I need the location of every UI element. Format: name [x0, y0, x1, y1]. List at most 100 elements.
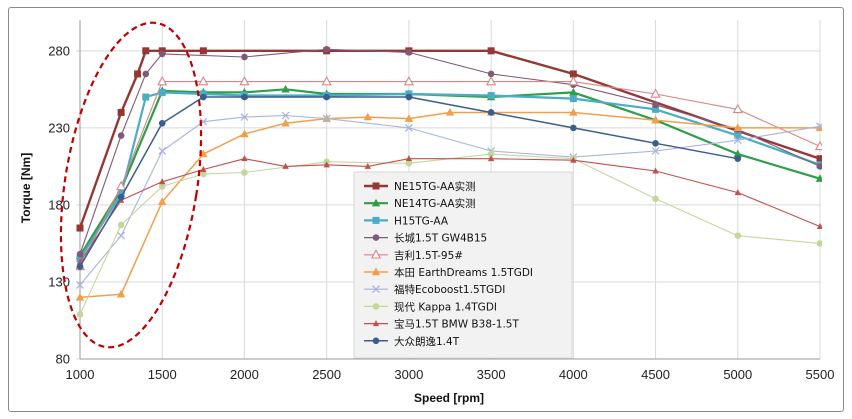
data-point — [404, 114, 414, 122]
data-point — [816, 163, 822, 170]
x-tick-label: 2500 — [312, 367, 341, 382]
data-point — [159, 178, 166, 185]
legend-label: 吉利1.5T-95# — [394, 250, 463, 262]
legend-entry: 现代 Kappa 1.4TGDI — [364, 301, 497, 313]
legend-entry: 本田 EarthDreams 1.5TGDI — [364, 266, 533, 279]
data-point — [76, 263, 84, 270]
data-point — [816, 222, 822, 229]
data-point — [322, 114, 331, 123]
data-point — [239, 75, 250, 86]
data-point — [405, 49, 413, 56]
y-tick-label: 80 — [56, 352, 70, 367]
legend-entry: 大众朗逸1.4T — [364, 335, 460, 348]
legend-marker — [372, 234, 380, 241]
data-point — [200, 170, 207, 178]
data-point — [652, 139, 659, 147]
data-point — [568, 75, 579, 86]
legend-label: 宝马1.5T BMW B38-1.5T — [394, 318, 519, 331]
data-point — [815, 174, 822, 182]
data-point — [76, 224, 84, 232]
data-point — [76, 281, 84, 289]
data-point — [485, 75, 497, 86]
legend-label: 大众朗逸1.4T — [394, 335, 460, 348]
legend-label: 长城1.5T GW4B15 — [394, 233, 487, 245]
data-point — [142, 93, 150, 101]
data-point — [734, 155, 742, 162]
x-tick-label: 5000 — [723, 367, 752, 382]
legend-label: NE14TG-AA实测 — [394, 197, 476, 210]
data-point — [652, 195, 659, 203]
series-layer — [76, 45, 822, 318]
series-7 — [76, 150, 822, 318]
x-tick-label: 3500 — [477, 367, 506, 382]
data-point — [281, 118, 290, 127]
series-line — [78, 49, 821, 229]
data-point — [405, 160, 413, 167]
data-point — [650, 88, 661, 98]
data-point — [240, 129, 249, 138]
legend-marker — [372, 320, 380, 327]
data-point — [158, 119, 166, 127]
legend-entry: 长城1.5T GW4B15 — [364, 233, 487, 245]
x-tick-label: 3000 — [394, 367, 423, 382]
data-point — [734, 132, 742, 140]
legend-label: 本田 EarthDreams 1.5TGDI — [394, 266, 533, 279]
legend-box — [353, 171, 573, 359]
legend-marker — [372, 216, 380, 224]
legend-entry: 吉利1.5T-95# — [364, 249, 463, 262]
legend-label: NE15TG-AA实测 — [394, 180, 476, 193]
data-point — [652, 101, 659, 109]
x-tick-label: 5500 — [806, 367, 835, 382]
legend-marker — [372, 303, 380, 310]
data-point — [569, 95, 577, 103]
data-point — [651, 115, 660, 124]
data-point — [117, 108, 125, 116]
data-point — [282, 162, 289, 169]
data-point — [323, 161, 330, 168]
legend-label: 福特Ecoboost1.5TGDI — [394, 283, 505, 296]
series-line — [79, 158, 821, 263]
data-point — [158, 147, 167, 155]
data-point — [76, 292, 85, 301]
data-point — [117, 221, 125, 229]
data-point — [116, 289, 126, 298]
data-point — [487, 109, 495, 116]
data-point — [117, 193, 125, 201]
data-point — [240, 113, 249, 122]
data-point — [158, 88, 166, 96]
y-tick-label: 230 — [48, 120, 70, 135]
data-point — [76, 250, 84, 258]
x-tick-label: 1000 — [66, 367, 95, 382]
data-point — [157, 75, 168, 86]
x-tick-label: 4000 — [559, 367, 588, 382]
data-point — [734, 232, 742, 240]
data-point — [570, 156, 577, 163]
data-point — [134, 70, 142, 78]
legend-label: H15TG-AA — [394, 215, 449, 227]
x-tick-label: 2000 — [230, 367, 259, 382]
y-tick-label: 180 — [48, 197, 70, 212]
series-line — [79, 48, 821, 255]
data-point — [652, 105, 660, 113]
data-point — [734, 189, 741, 196]
series-9 — [76, 93, 742, 270]
y-tick-label: 280 — [48, 43, 70, 58]
data-point — [445, 107, 455, 116]
legend-entry: NE15TG-AA实测 — [364, 180, 476, 193]
legend-entry: 宝马1.5T BMW B38-1.5T — [364, 318, 519, 331]
x-tick-labels: 1000 1500 2000 2500 3000 3500 4000 4500 5000 5500 — [66, 367, 835, 382]
legend-entry: H15TG-AA — [364, 215, 449, 227]
data-point — [142, 47, 150, 55]
data-point — [76, 311, 84, 318]
data-point — [241, 93, 248, 101]
data-point — [569, 107, 578, 116]
data-point — [733, 123, 742, 132]
data-point — [816, 122, 822, 131]
data-point — [651, 147, 660, 155]
data-point — [487, 150, 495, 158]
data-point — [158, 183, 166, 190]
x-tick-label: 1500 — [148, 367, 177, 382]
data-point — [241, 53, 248, 61]
series-line — [79, 153, 821, 315]
